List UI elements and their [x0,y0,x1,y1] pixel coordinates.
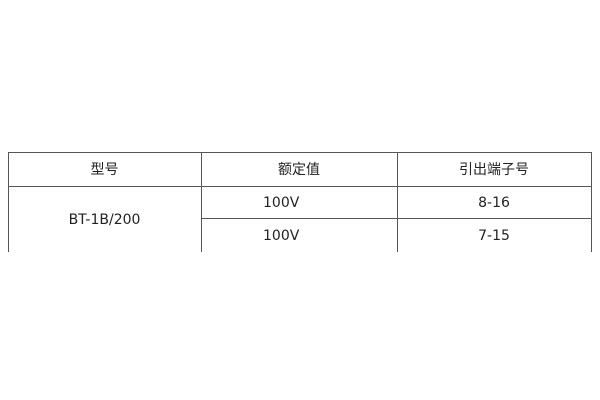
header-rating: 额定值 [278,162,320,178]
model-cell: BT-1B/200 [68,211,141,228]
table-border-right [591,152,592,252]
header-divider [8,186,592,187]
table-border-left [8,152,9,252]
row-divider [201,218,592,219]
column-divider-1 [201,152,202,252]
header-model: 型号 [90,162,119,178]
terminals-cell-2: 7-15 [478,227,510,244]
terminals-cell-1: 8-16 [478,194,510,211]
rating-cell-2: 100V [263,227,300,244]
table-border-top [8,152,592,153]
header-terminals: 引出端子号 [459,162,529,178]
column-divider-2 [397,152,398,252]
rating-cell-1: 100V [263,194,300,211]
spec-table: 型号 额定值 引出端子号 BT-1B/200 100V 8-16 100V 7-… [8,152,592,252]
